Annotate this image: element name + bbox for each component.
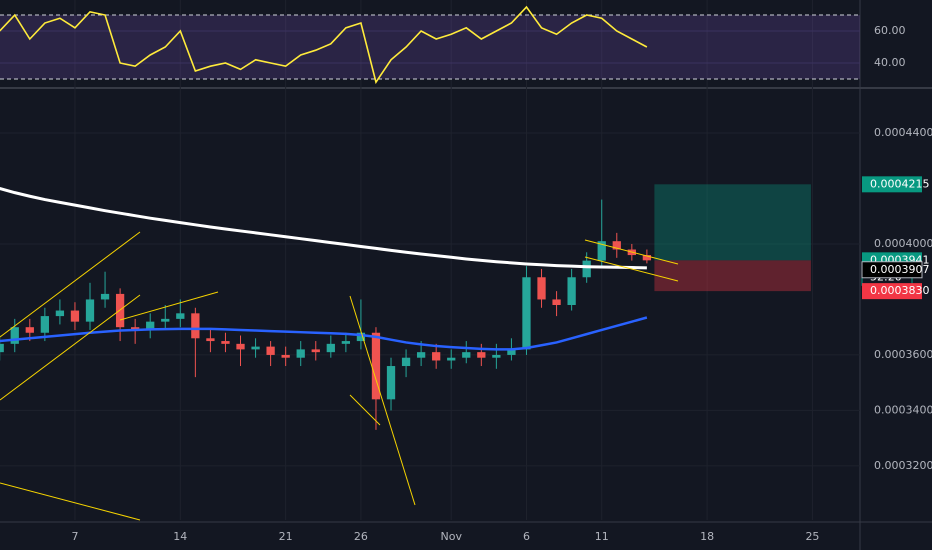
- candle-body: [462, 352, 471, 358]
- price-tag: [862, 283, 922, 300]
- candle-body: [326, 343, 335, 353]
- candle-body: [10, 327, 19, 344]
- candle-body: [552, 299, 561, 305]
- candle-body: [70, 310, 80, 322]
- x-tick-label: 7: [71, 530, 78, 543]
- price-tag-label: 0.0004215: [870, 177, 930, 190]
- candle-body: [597, 241, 606, 261]
- candle-body: [386, 366, 396, 400]
- candle-body: [537, 277, 546, 300]
- candle-body: [55, 310, 65, 317]
- x-tick-label: 11: [595, 530, 609, 543]
- candle-body: [161, 318, 170, 322]
- candle-body: [206, 338, 215, 342]
- trend-line: [584, 239, 679, 265]
- price-tag-label: 0.0003907: [870, 263, 930, 276]
- x-tick-label: 6: [523, 530, 530, 543]
- candle-body: [522, 277, 531, 350]
- trend-line: [349, 295, 416, 506]
- trend-line: [0, 482, 141, 521]
- trend-line: [584, 256, 679, 282]
- x-tick-label: 25: [805, 530, 819, 543]
- trend-line: [119, 291, 219, 321]
- candle-body: [356, 332, 366, 342]
- candle-body: [115, 293, 125, 328]
- candle-body: [100, 293, 110, 300]
- axes: 7 14 21 26 Nov 6 11 18 25 0.0004400 0.0004000 0.000…: [71, 24, 932, 543]
- price-tag-label: 0.0003830: [870, 284, 930, 297]
- y-tick-label: 0.0004000: [874, 237, 932, 250]
- candle-body: [341, 341, 351, 344]
- moving-average: [0, 187, 647, 270]
- candle-body: [371, 332, 381, 400]
- x-tick-label: 14: [173, 530, 187, 543]
- candle-body: [236, 343, 245, 350]
- candle-body: [401, 357, 411, 367]
- profit-zone: [654, 184, 811, 261]
- candle-body: [25, 327, 34, 333]
- candle-body: [582, 260, 591, 278]
- moving-average: [0, 316, 648, 351]
- loss-zone: [654, 260, 811, 292]
- candle-body: [85, 299, 95, 322]
- rsi-tick-label: 40.00: [874, 56, 906, 69]
- rsi-pane: [0, 5, 860, 85]
- candle-body: [146, 321, 155, 330]
- candle-body: [612, 241, 621, 250]
- candle-body: [642, 255, 652, 261]
- trend-lines: [0, 231, 679, 521]
- x-tick-label: Nov: [440, 530, 462, 543]
- candle-body: [0, 343, 4, 353]
- candle-body: [40, 316, 49, 333]
- candle-body: [567, 277, 576, 305]
- position-box: [654, 184, 811, 292]
- candle-body: [281, 354, 290, 358]
- x-tick-label: 26: [354, 530, 368, 543]
- candle-body: [296, 349, 305, 358]
- candle-body: [447, 357, 456, 361]
- candle-body: [176, 313, 185, 319]
- y-tick-label: 0.0003400: [874, 403, 932, 416]
- candle-body: [251, 346, 260, 350]
- rsi-line: [0, 5, 648, 85]
- y-tick-label: 0.0004400: [874, 126, 932, 139]
- trend-line: [349, 394, 381, 426]
- price-tag: [861, 261, 923, 279]
- candle-body: [266, 346, 275, 355]
- candle-body: [492, 354, 501, 358]
- price-pane: [0, 187, 652, 430]
- x-tick-label: 18: [700, 530, 714, 543]
- trend-line: [0, 231, 141, 338]
- y-tick-label: 0.0003600: [874, 348, 932, 361]
- candle-body: [311, 349, 320, 353]
- candle-body: [432, 352, 441, 361]
- candle-body: [416, 352, 426, 358]
- candle-body: [131, 327, 140, 330]
- candle-body: [477, 352, 486, 358]
- candle-body: [507, 349, 516, 355]
- trend-line: [0, 294, 141, 401]
- price-tag: [862, 176, 922, 193]
- candle-body: [221, 341, 230, 344]
- x-tick-label: 21: [279, 530, 293, 543]
- candle-body: [191, 313, 200, 339]
- rsi-tick-label: 60.00: [874, 24, 906, 37]
- rsi-band: [0, 15, 860, 79]
- y-tick-label: 0.0003200: [874, 459, 932, 472]
